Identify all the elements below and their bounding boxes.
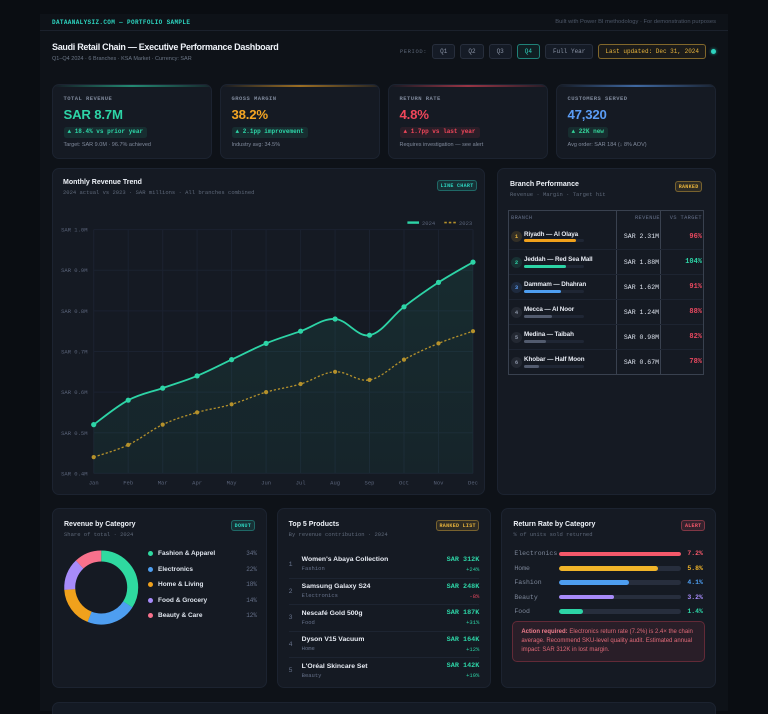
svg-text:SAR 0.7M: SAR 0.7M	[61, 349, 87, 356]
svg-text:Dec: Dec	[468, 480, 478, 487]
svg-text:Aug: Aug	[330, 480, 340, 487]
svg-text:SAR 0.9M: SAR 0.9M	[61, 267, 87, 274]
svg-text:2024: 2024	[422, 220, 436, 227]
svg-text:May: May	[227, 480, 238, 487]
svg-text:Mar: Mar	[158, 480, 168, 487]
svg-text:Jan: Jan	[89, 480, 99, 487]
svg-text:SAR 1.0M: SAR 1.0M	[61, 227, 87, 234]
svg-text:SAR 0.6M: SAR 0.6M	[61, 389, 87, 396]
svg-text:2023: 2023	[459, 220, 472, 227]
svg-text:Sep: Sep	[365, 480, 375, 487]
svg-text:Jul: Jul	[296, 480, 306, 487]
svg-text:Feb: Feb	[123, 480, 133, 487]
svg-text:SAR 0.8M: SAR 0.8M	[61, 308, 87, 315]
svg-text:SAR 0.4M: SAR 0.4M	[61, 470, 87, 477]
svg-text:Oct: Oct	[399, 480, 409, 487]
svg-text:Jun: Jun	[261, 480, 271, 487]
svg-text:Apr: Apr	[192, 480, 202, 487]
svg-text:Nov: Nov	[434, 480, 445, 487]
svg-text:SAR 0.5M: SAR 0.5M	[61, 430, 87, 437]
